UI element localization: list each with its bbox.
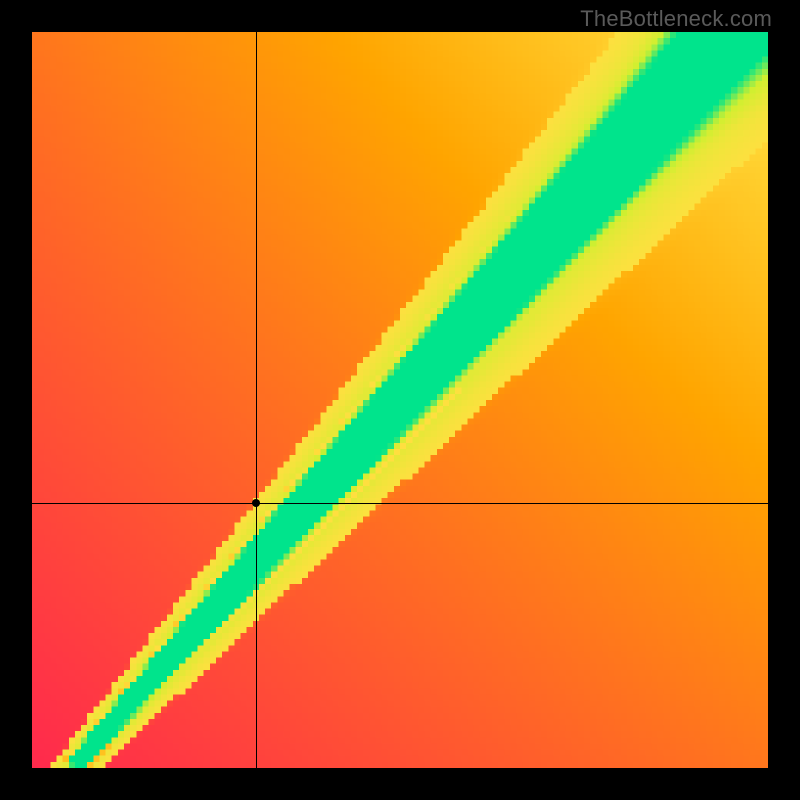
- figure-root: TheBottleneck.com: [0, 0, 800, 800]
- heatmap-canvas: [32, 32, 768, 768]
- plot-area: [32, 32, 768, 768]
- watermark-text: TheBottleneck.com: [580, 6, 772, 32]
